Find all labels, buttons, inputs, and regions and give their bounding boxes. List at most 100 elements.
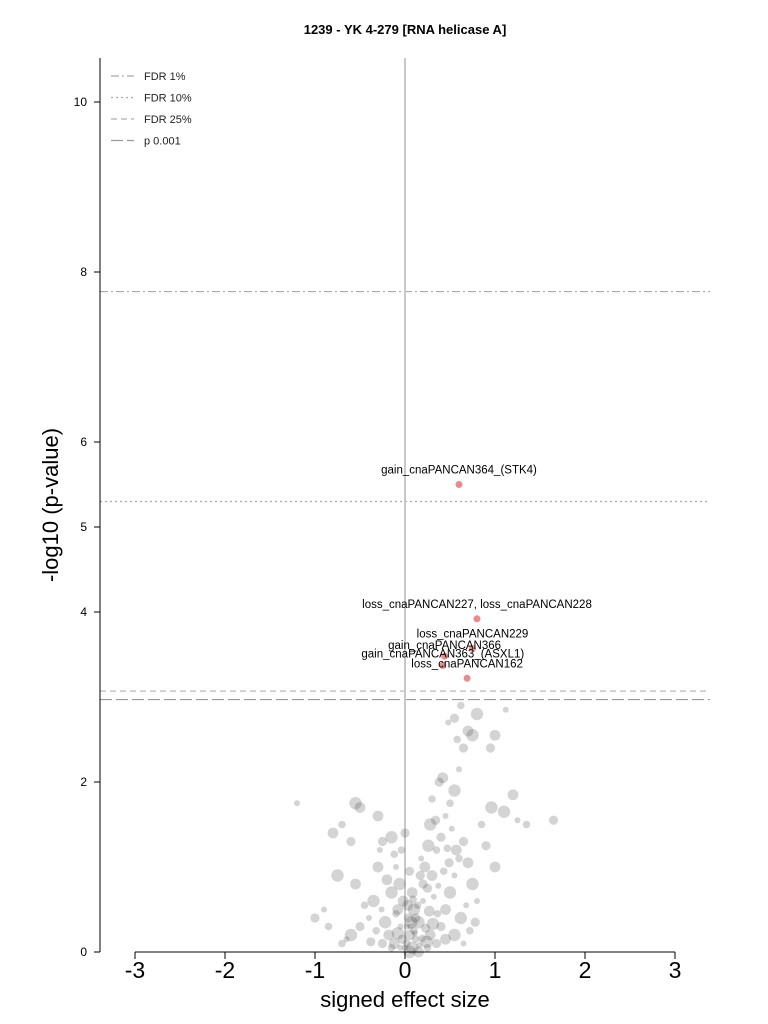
point-label: loss_cnaPANCAN162: [411, 658, 523, 670]
data-point: [393, 864, 399, 870]
data-point: [355, 921, 365, 932]
data-point: [383, 929, 395, 941]
data-point: [436, 832, 446, 842]
data-point: [418, 934, 426, 943]
data-point: [489, 861, 501, 873]
data-point: [422, 839, 435, 852]
data-point: [442, 813, 449, 819]
data-point: [423, 905, 435, 917]
data-point: [324, 922, 333, 931]
data-point: [360, 901, 369, 910]
point-label: gain_cnaPANCAN364_(STK4): [381, 465, 537, 477]
data-point: [397, 895, 409, 907]
data-point: [418, 855, 425, 862]
background-points: [294, 701, 559, 959]
legend-label: FDR 25%: [144, 114, 192, 126]
x-tick-label: -1: [305, 957, 325, 983]
data-point: [454, 911, 467, 925]
data-point: [440, 933, 451, 945]
data-point: [477, 820, 486, 829]
x-ticks: -3 -2 -1 0 1 2 3: [125, 952, 682, 983]
data-point: [422, 883, 433, 893]
data-point: [437, 772, 449, 784]
data-point: [366, 915, 372, 921]
data-point: [453, 735, 462, 744]
data-point: [457, 701, 465, 710]
data-point: [372, 810, 384, 822]
data-point: [514, 817, 521, 824]
data-point: [432, 846, 441, 854]
y-tick-label: 8: [80, 265, 87, 279]
data-point: [462, 857, 474, 869]
data-point: [455, 854, 463, 863]
data-point: [466, 877, 479, 891]
data-point: [485, 801, 498, 814]
data-point: [481, 841, 491, 851]
data-point: [400, 828, 410, 838]
data-point: [397, 923, 404, 930]
data-point: [426, 870, 438, 881]
data-point: [431, 815, 441, 825]
highlight-point: [473, 615, 481, 623]
data-point: [409, 895, 417, 904]
data-point: [445, 719, 452, 726]
data-point: [411, 930, 418, 937]
data-point: [460, 940, 467, 947]
data-point: [381, 874, 393, 886]
data-point: [522, 820, 531, 829]
data-point: [407, 923, 414, 930]
data-point: [424, 818, 437, 831]
data-point: [321, 906, 327, 913]
data-point: [446, 799, 454, 808]
y-tick-label: 5: [80, 520, 87, 534]
data-point: [502, 706, 509, 713]
data-point: [379, 916, 392, 929]
y-ticks: 0 2 4 5 6 8 10: [74, 95, 100, 959]
data-point: [412, 916, 425, 929]
data-point: [485, 743, 496, 753]
y-tick-label: 6: [80, 435, 87, 449]
data-point: [507, 789, 519, 801]
y-tick-label: 10: [74, 95, 88, 109]
data-point: [456, 766, 462, 773]
data-point: [354, 802, 366, 813]
data-point: [423, 943, 432, 952]
data-point: [430, 893, 437, 900]
point-label: loss_cnaPANCAN229: [417, 629, 529, 641]
data-point: [418, 879, 428, 889]
data-point: [388, 938, 400, 949]
data-point: [372, 861, 384, 873]
data-point: [419, 861, 431, 873]
data-point: [463, 902, 470, 909]
data-point: [462, 725, 474, 737]
data-point: [367, 894, 380, 908]
data-point: [449, 713, 460, 723]
data-point: [407, 903, 421, 916]
data-point: [466, 729, 479, 742]
data-point: [327, 827, 339, 839]
data-point: [470, 707, 484, 721]
x-axis-label: signed effect size: [320, 987, 490, 1012]
data-point: [385, 831, 398, 844]
data-point: [350, 878, 361, 890]
data-point: [436, 921, 446, 932]
data-point: [392, 909, 400, 918]
data-point: [443, 844, 452, 853]
data-point: [458, 836, 469, 847]
data-point: [435, 882, 442, 889]
data-point: [443, 886, 457, 899]
y-tick-label: 2: [80, 775, 87, 789]
data-point: [385, 886, 398, 899]
highlight-labels: gain_cnaPANCAN364_(STK4) loss_cnaPANCAN22…: [361, 465, 591, 671]
point-label: gain_cnaPANCAN363_(ASXL1): [361, 649, 524, 661]
data-point: [411, 913, 421, 923]
data-point: [458, 743, 469, 753]
data-point: [434, 777, 444, 787]
point-label: loss_cnaPANCAN227, loss_cnaPANCAN228: [362, 599, 592, 611]
data-point: [431, 938, 442, 949]
x-tick-label: 3: [669, 957, 682, 983]
y-tick-label: 0: [80, 945, 87, 959]
data-point: [392, 904, 404, 915]
data-point: [439, 867, 448, 876]
data-point: [489, 729, 501, 741]
